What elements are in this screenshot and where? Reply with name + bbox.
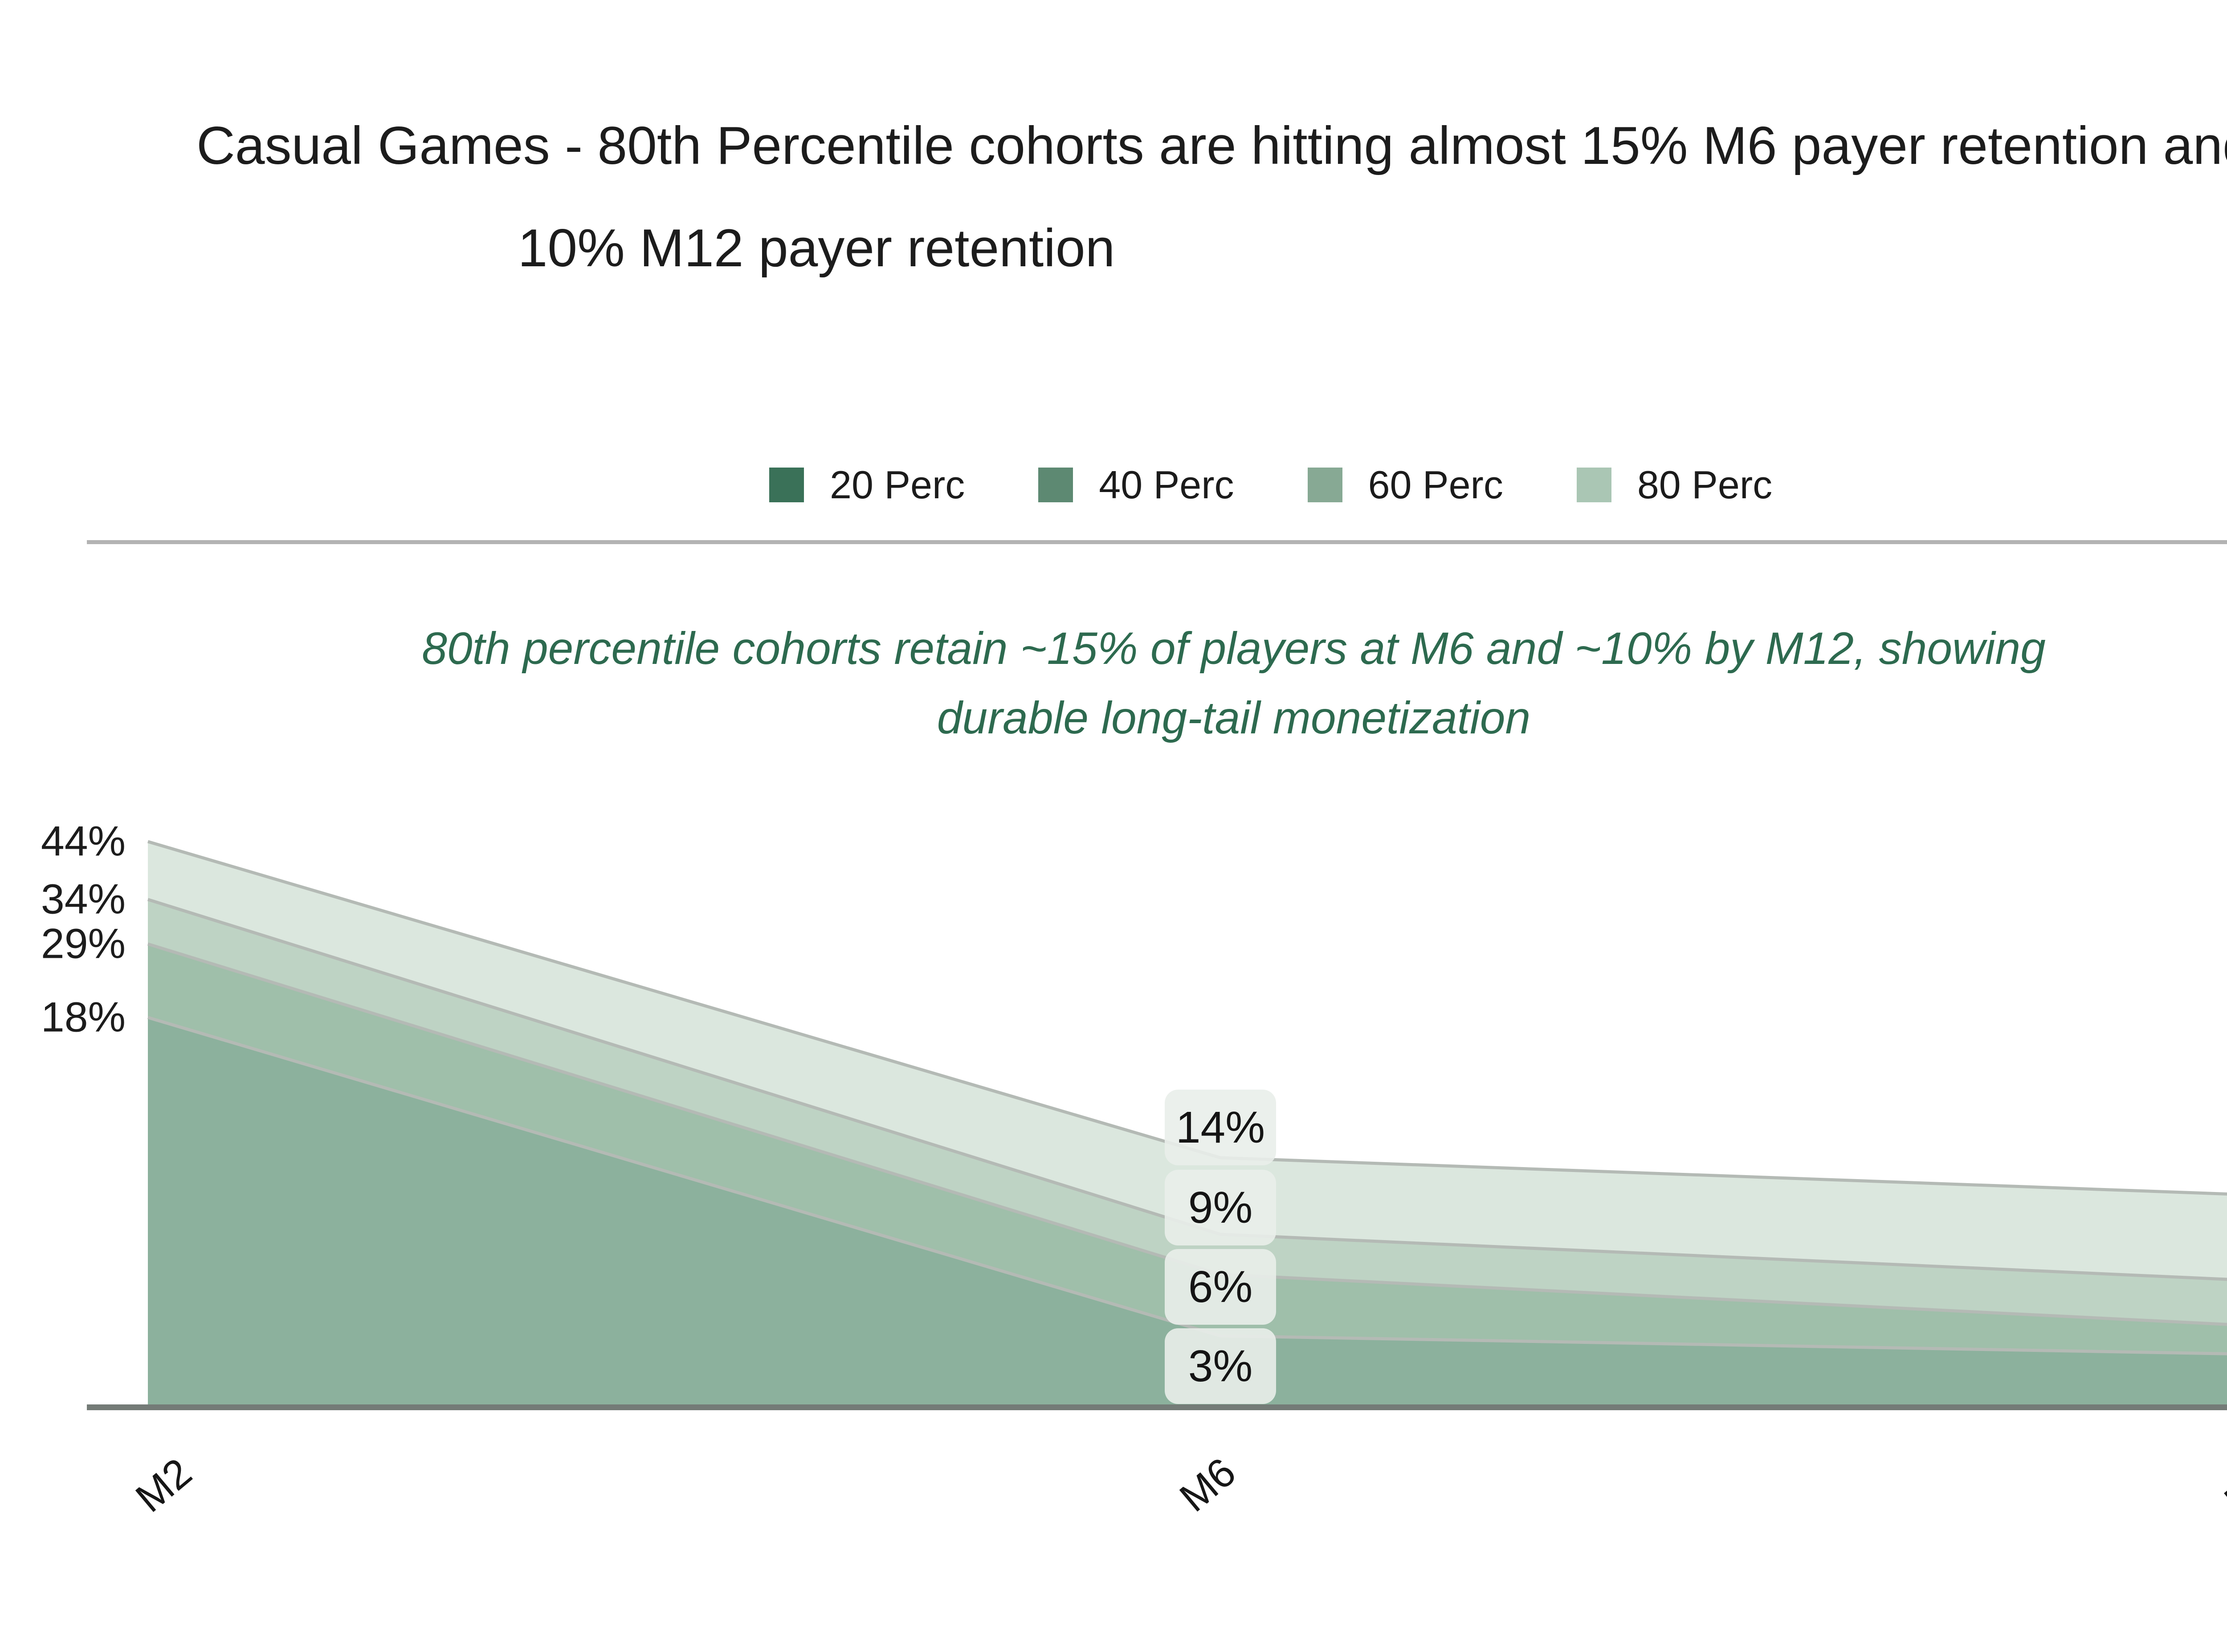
page-title-line2: 10% M12 payer retention [518,218,1115,278]
legend-item-40perc[interactable]: 40 Perc [1038,462,1234,508]
legend-item-60perc[interactable]: 60 Perc [1307,462,1503,508]
x-axis-line [87,1404,2227,1410]
legend-label-40perc: 40 Perc [1099,463,1234,507]
value-box-m6-80perc: 14% [1165,1090,1276,1165]
legend-swatch-40perc-icon [1038,468,1073,502]
value-label-m2-20perc: 18% [41,993,126,1041]
chart-subtitle-line1: 80th percentile cohorts retain ~15% of p… [422,623,2046,674]
legend-label-80perc: 80 Perc [1637,463,1773,507]
legend-item-20perc[interactable]: 20 Perc [769,462,965,508]
value-label-m2-40perc: 29% [41,920,126,968]
value-label-m2-80perc: 44% [41,818,126,865]
area-band-20perc [148,1017,2227,1404]
chart-subtitle-line2: durable long-tail monetization [937,692,1531,743]
legend-label-60perc: 60 Perc [1368,463,1503,507]
value-box-m6-20perc: 3% [1165,1328,1276,1404]
legend-divider [87,540,2227,544]
value-box-m6-60perc: 9% [1165,1170,1276,1245]
legend-swatch-60perc-icon [1307,468,1342,502]
value-label-m2-60perc: 34% [41,875,126,923]
legend-swatch-80perc-icon [1576,468,1611,502]
legend-item-80perc[interactable]: 80 Perc [1576,462,1773,508]
legend-swatch-20perc-icon [769,468,804,502]
page-title-line1: Casual Games - 80th Percentile cohorts a… [196,116,2227,175]
legend-label-20perc: 20 Perc [830,463,965,507]
value-box-m6-40perc: 6% [1165,1249,1276,1325]
legend: 20 Perc 40 Perc 60 Perc 80 Perc [769,462,1772,508]
